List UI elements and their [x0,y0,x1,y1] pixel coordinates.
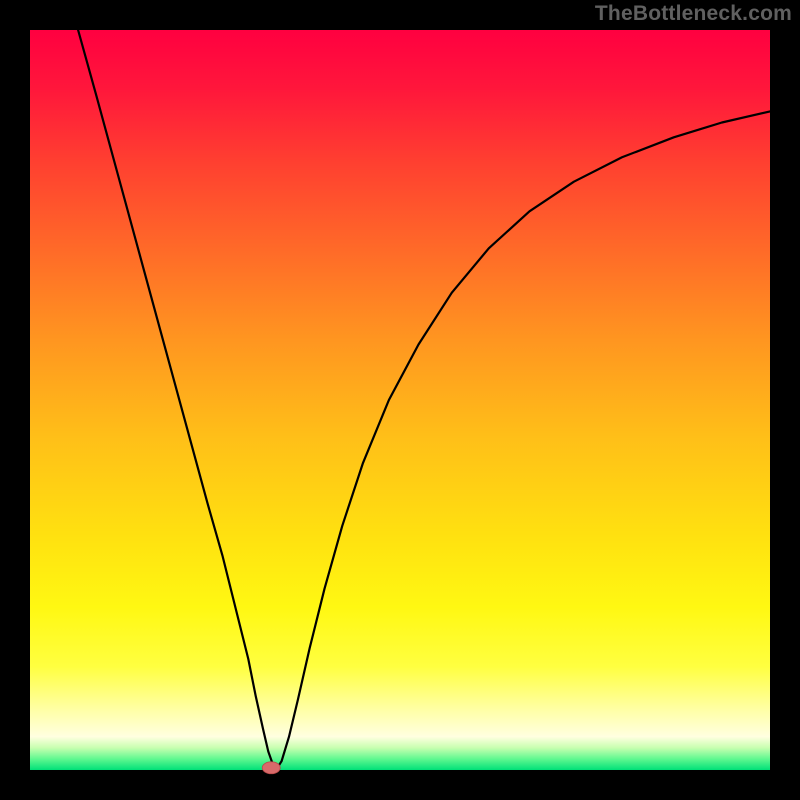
plot-area [30,30,770,770]
optimal-point-marker [262,762,280,774]
bottleneck-chart [0,0,800,800]
attribution-text: TheBottleneck.com [595,2,792,26]
chart-container: TheBottleneck.com [0,0,800,800]
